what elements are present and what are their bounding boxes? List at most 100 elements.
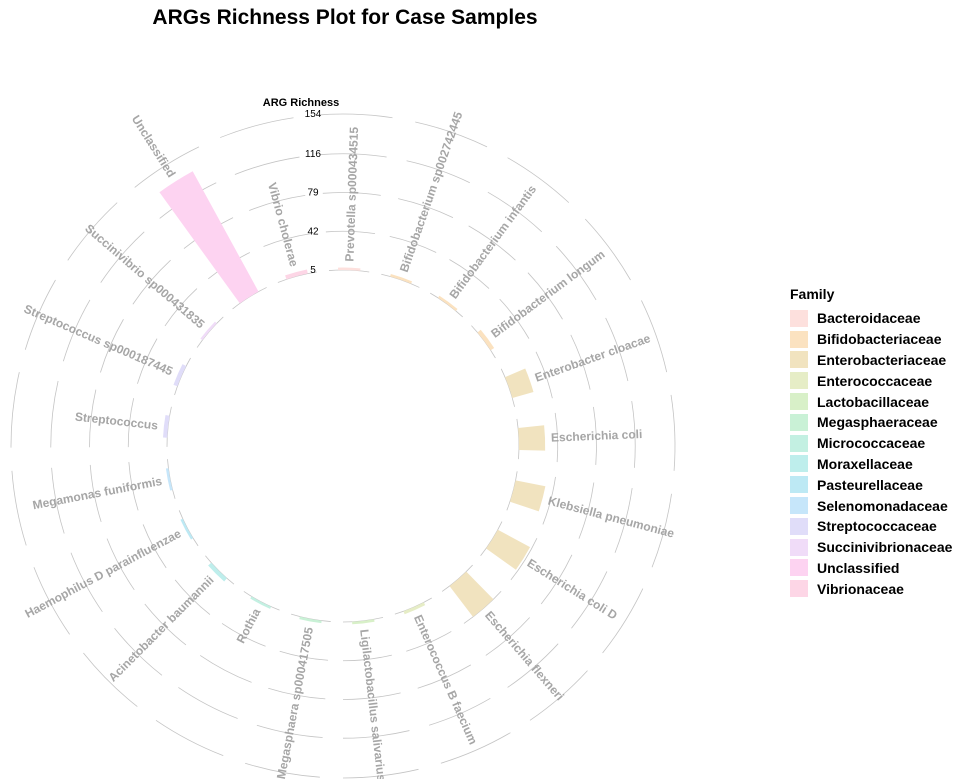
gridline-arc [342, 692, 401, 700]
category-label: Streptococcus sp000187445 [22, 302, 175, 379]
legend-item: Unclassified [790, 558, 952, 579]
gridline-arc [174, 357, 191, 396]
gridline-arc [651, 493, 672, 568]
gridline-arc [485, 617, 530, 656]
gridline-arc [542, 476, 556, 525]
gridline-arc [221, 623, 266, 647]
legend-swatch [790, 476, 808, 494]
legend-item: Enterobacteriaceae [790, 350, 952, 371]
gridline-arc [178, 510, 199, 547]
gridline-arc [100, 319, 124, 373]
legend-label: Micrococcaceae [817, 435, 926, 452]
gridline-arc [328, 269, 370, 273]
legend-label: Enterobacteriaceae [817, 351, 947, 368]
gridline-arc [220, 117, 294, 138]
gridline-arc [670, 394, 676, 471]
category-label: Succinivibrio sp000431835 [82, 221, 207, 331]
gridline-arc [449, 259, 490, 289]
gridline-arc [406, 631, 452, 652]
gridline-arc [277, 271, 317, 283]
gridline-arc [499, 298, 530, 339]
gridline-arc [506, 471, 518, 511]
gridline-arc [279, 650, 329, 661]
gridline-arc [540, 554, 573, 605]
bar-ligilactobacillus-salivarius [352, 619, 375, 625]
gridline-arc [33, 567, 70, 635]
gridline-arc [51, 467, 65, 534]
gridline-arc [50, 380, 59, 448]
gridline-arc [554, 412, 559, 463]
gridline-arc [100, 231, 145, 283]
legend-label: Megasphaeraceae [817, 414, 938, 431]
gridline-arc [319, 153, 387, 158]
gridline-arc [137, 338, 158, 384]
legend-label: Streptococcaceae [817, 518, 937, 535]
gridline-arc [89, 389, 97, 448]
gridline-arc [507, 643, 559, 688]
legend-item: Lactobacillaceae [790, 391, 952, 412]
gridline-arc [342, 768, 419, 779]
gridline-arc [406, 160, 470, 184]
legend-swatch [790, 538, 808, 556]
category-label: Bifidobacterium infantis [447, 182, 540, 301]
gridline-arc [322, 192, 381, 196]
chart-title: ARGs Richness Plot for Case Samples [152, 6, 538, 29]
gridline-arc [70, 552, 103, 613]
category-label: Enterobacter cloacae [533, 331, 652, 385]
gridline-arc [602, 588, 644, 654]
gridline-arc [178, 687, 238, 719]
gridline-arc [578, 482, 595, 539]
gridline-arc [245, 762, 320, 778]
gridline-arc [605, 317, 629, 382]
gridline-arc [325, 230, 376, 235]
gridline-arc [67, 202, 118, 261]
gridline-arc [268, 687, 326, 700]
label-layer: Prevotella sp000434515 Bifidobacterium sp… [22, 110, 676, 779]
legend-item: Streptococcaceae [790, 516, 952, 537]
legend-item: Succinivibrionaceae [790, 537, 952, 558]
legend-label: Moraxellaceae [817, 455, 913, 472]
category-label: Rothia [234, 606, 264, 646]
legend-label: Selenomonadaceae [817, 497, 948, 514]
gridline-arc [342, 730, 410, 739]
category-label: Unclassified [129, 113, 179, 180]
gridline-arc [164, 288, 198, 327]
legend-item: Bifidobacteriaceae [790, 329, 952, 350]
gridline-arc [256, 724, 323, 738]
gridline-arc [316, 113, 393, 119]
bar-bifidobacterium-longum [477, 329, 495, 351]
legend-swatch [790, 413, 808, 431]
gridline-arc [593, 406, 597, 465]
category-label: Ligilactobacillus salivarius [357, 628, 388, 779]
gridline-arc [507, 157, 570, 203]
category-label: Klebsiella pneumoniae [546, 494, 676, 541]
gridline-arc [144, 603, 187, 646]
bar-acinetobacter-baumannii [208, 562, 227, 582]
gridline-arc [114, 627, 163, 676]
category-label: Vibrio cholerae [265, 181, 301, 268]
radial-tick-label: 154 [305, 109, 322, 120]
gridline-arc [529, 670, 588, 721]
legend-swatch [790, 351, 808, 369]
radial-axis-title: ARG Richness [263, 97, 339, 109]
gridline-arc [510, 538, 538, 581]
category-label: Escherichia coli [551, 427, 643, 445]
gridline-arc [167, 459, 176, 499]
legend-label: Lactobacillaceae [817, 393, 930, 410]
bar-klebsiella-pneumoniae [509, 480, 546, 512]
bar-haemophilus-d-parainfluenzae [180, 518, 194, 540]
radial-tick-label: 42 [307, 226, 319, 237]
bar-succinivibrio-sp000431835 [200, 321, 217, 341]
bar-megamonas-funiformis [165, 468, 173, 491]
gridline-arc [132, 259, 171, 305]
legend-item: Enterococcaceae [790, 370, 952, 391]
bar-streptococcus [163, 415, 170, 438]
gridline-arc [516, 418, 520, 460]
gridline-arc [174, 579, 211, 615]
gridline-arc [398, 198, 454, 218]
gridline-arc [468, 225, 516, 261]
bar-unclassified [159, 171, 259, 304]
legend-item: Selenomonadaceae [790, 495, 952, 516]
legend-label: Succinivibrionaceae [817, 539, 953, 556]
legend-title: Family [790, 286, 835, 302]
